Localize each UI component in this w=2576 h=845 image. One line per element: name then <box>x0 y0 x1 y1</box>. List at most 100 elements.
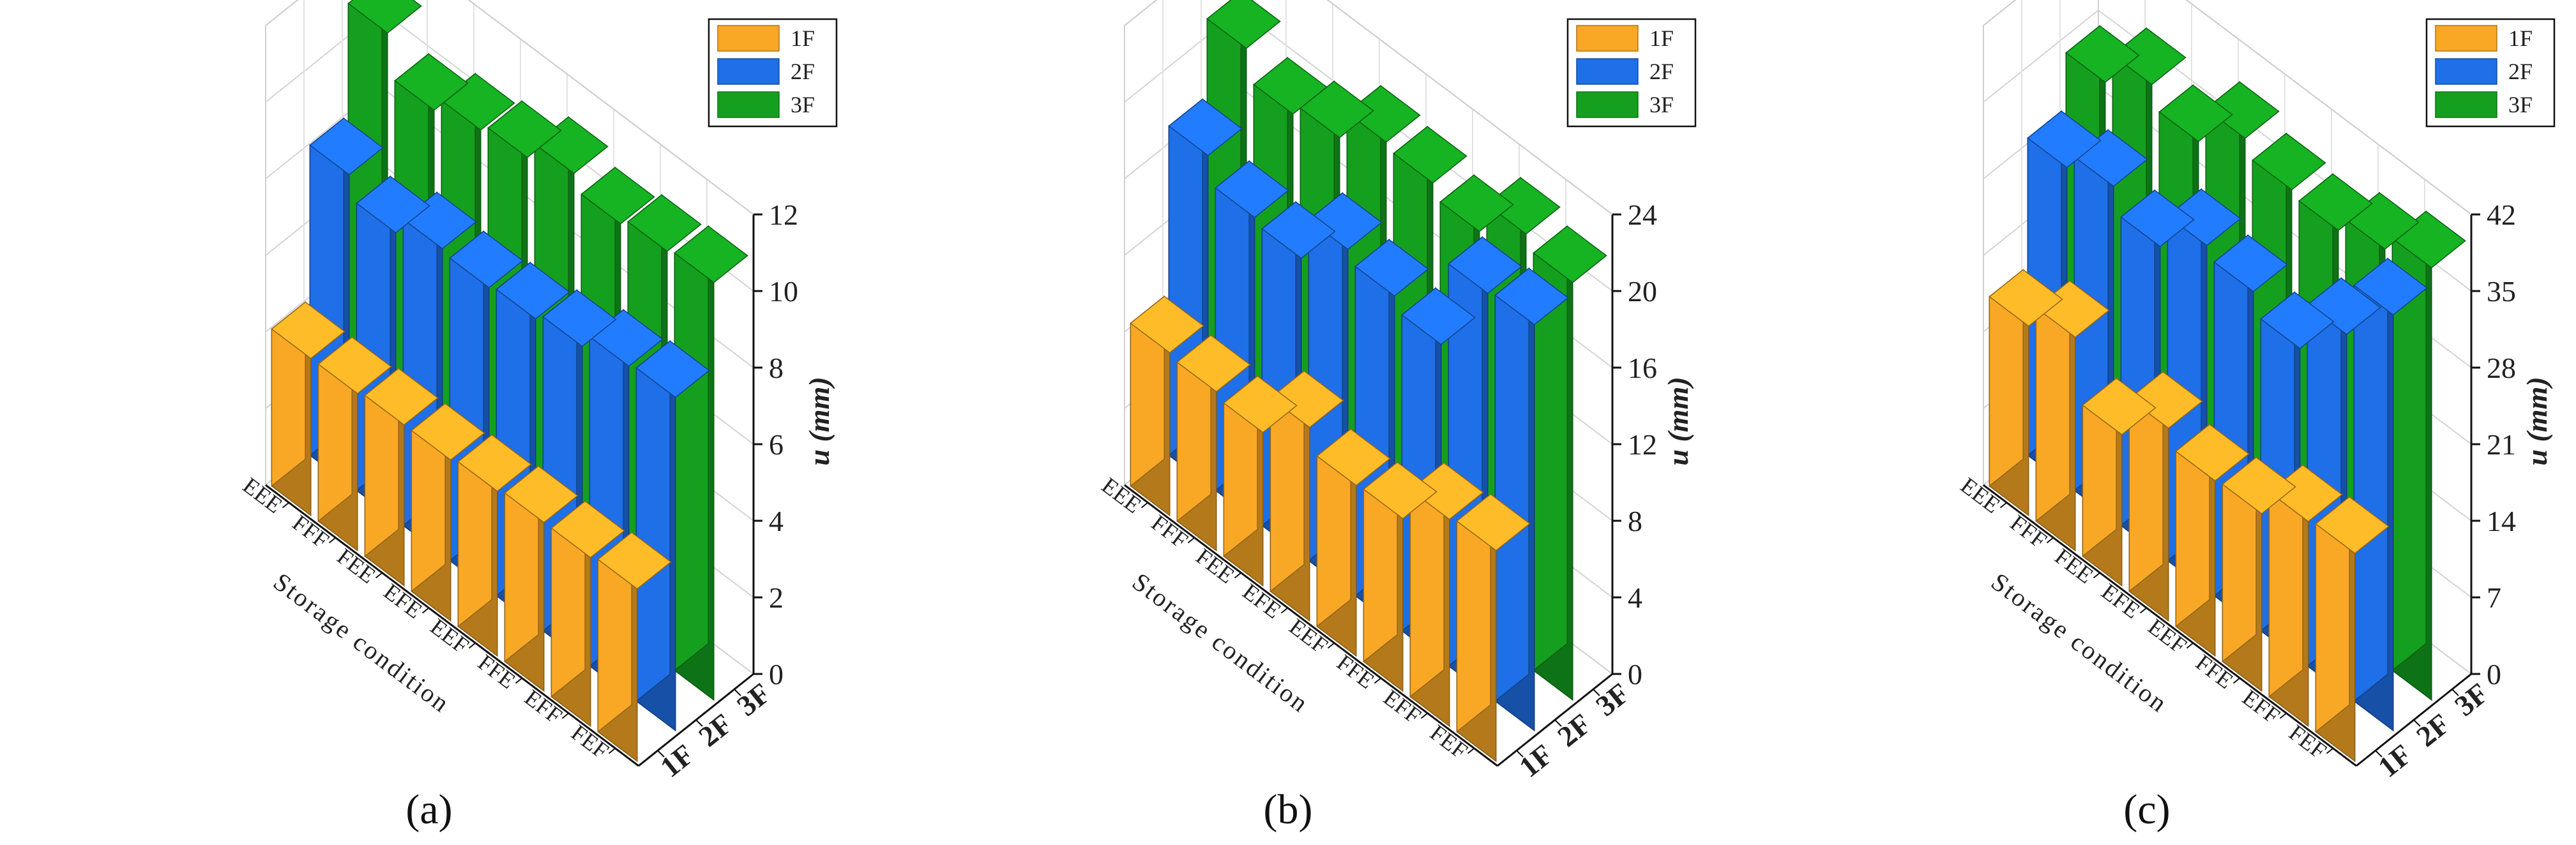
bar-1F-FFE <box>1363 461 1437 692</box>
bar-top-face <box>1989 269 2063 327</box>
bar-2F-FEF <box>1494 267 1569 732</box>
bar-top-face <box>457 434 532 492</box>
category-tick-mark <box>328 537 337 544</box>
bar-top-face <box>496 262 570 320</box>
y-tick-label: 8 <box>769 352 784 384</box>
panel-a: 0 2 4 6 8 10 12 u (mm) FEF EFF FFE EEF EFE FEE FFF EEE S… <box>0 0 858 842</box>
bar-top-face <box>2213 234 2288 292</box>
bar-1F-EFE <box>411 402 485 622</box>
floor-tick-mark <box>2451 689 2459 696</box>
category-axis-line <box>1124 484 1498 767</box>
bar-top-face <box>504 465 579 523</box>
bar-top-face <box>627 194 702 252</box>
category-tick-mark <box>421 607 430 614</box>
bar-1F-EEE <box>1130 295 1204 517</box>
bar-top-face <box>2260 291 2335 350</box>
bar-top-face <box>1223 375 1298 433</box>
floor-tick-mark <box>2413 719 2421 727</box>
category-tick-mark <box>561 712 570 719</box>
bar-1F-EFE <box>2128 371 2203 622</box>
legend-swatch-1F <box>717 25 780 52</box>
bar-top-face <box>580 167 655 225</box>
category-tick-mark <box>2232 677 2241 684</box>
legend-label: 2F <box>1649 59 1674 84</box>
y-tick-label: 0 <box>1628 658 1642 691</box>
y-tick-label: 6 <box>769 428 784 461</box>
bar-top-face <box>635 340 710 398</box>
bar-1F-FFF <box>1176 334 1251 552</box>
legend-swatch-3F <box>1576 91 1639 118</box>
y-tick-label: 21 <box>2487 428 2516 461</box>
legend-swatch-3F <box>2435 91 2497 118</box>
bar-top-face <box>1316 428 1391 486</box>
bar-top-face <box>487 100 562 158</box>
legend-swatch-2F <box>1576 58 1639 85</box>
floor-tick-mark <box>734 689 741 696</box>
panel-c: 0 7 14 21 28 35 42 u (mm) FEF EFF FFE EEF EFE FEE FFF E… <box>1718 0 2576 842</box>
bar-1F-EEF <box>457 433 532 657</box>
legend-label: 3F <box>2508 92 2533 117</box>
bar-top-face <box>364 368 439 426</box>
bar-top-face <box>1299 80 1374 138</box>
category-tick-mark <box>1999 502 2008 509</box>
bar-top-face <box>394 53 469 111</box>
bar-1F-FEE <box>364 367 439 587</box>
floor-tick-mark <box>695 719 703 727</box>
bar-top-face <box>674 225 748 283</box>
legend: 1F 2F 3F <box>708 18 838 128</box>
bar-top-face <box>271 301 345 359</box>
bar-top-face <box>597 532 672 590</box>
legend-swatch-3F <box>717 91 780 118</box>
bar-1F-FEF <box>1456 493 1531 763</box>
bar-1F-FEF <box>2315 496 2390 763</box>
category-tick-mark <box>608 747 616 754</box>
floor-tick-mark <box>1593 689 1600 696</box>
bar-top-face <box>411 403 485 461</box>
y-tick-label: 28 <box>2487 352 2516 384</box>
bar-side-face <box>1494 267 1529 703</box>
y-tick-label: 7 <box>2487 581 2501 614</box>
bar-top-face <box>1494 267 1569 325</box>
bar-top-face <box>1456 493 1531 551</box>
bar-top-face <box>550 500 625 558</box>
bar-1F-EFF <box>2268 464 2343 728</box>
category-tick-mark <box>1234 572 1242 579</box>
bar-1F-EFE <box>1269 370 1344 622</box>
bar-top-face <box>1206 0 1281 49</box>
bar-3F-FEF <box>2391 210 2466 701</box>
legend-label: 2F <box>2508 59 2533 84</box>
y-tick-label: 4 <box>1628 581 1642 614</box>
y-tick-label: 16 <box>1628 352 1657 384</box>
bar-top-face <box>449 230 524 288</box>
bar-top-face <box>2252 133 2326 191</box>
y-tick-label: 14 <box>2487 505 2516 537</box>
bar-top-face <box>2158 84 2233 142</box>
bar-1F-EFF <box>550 500 625 728</box>
bar-1F-FFE <box>2222 456 2296 692</box>
floor-tick-mark <box>657 750 665 758</box>
bar-side-face <box>674 225 709 672</box>
category-tick-mark <box>1420 712 1428 719</box>
bar-top-face <box>356 176 430 234</box>
category-tick-mark <box>2046 537 2054 544</box>
bar-1F-FEF <box>597 531 672 763</box>
category-tick-mark <box>1374 677 1382 684</box>
category-axis-line <box>1983 484 2357 767</box>
bar-1F-EEE <box>271 301 345 517</box>
bar-top-face <box>309 117 384 176</box>
legend-swatch-1F <box>2435 25 2497 52</box>
category-tick-mark <box>515 677 523 684</box>
panel-label: (c) <box>2123 786 2170 833</box>
bar-side-face <box>635 340 671 703</box>
bar-2F-FEF <box>2353 257 2428 732</box>
y-tick-label: 0 <box>769 658 784 691</box>
category-tick-mark <box>1327 642 1335 649</box>
bar-1F-EEE <box>1989 269 2063 517</box>
legend-swatch-2F <box>717 58 780 85</box>
bars <box>1989 24 2466 763</box>
bar-top-face <box>1168 98 1243 156</box>
bar-top-face <box>1401 287 1476 345</box>
bar-1F-FEE <box>1223 375 1298 587</box>
